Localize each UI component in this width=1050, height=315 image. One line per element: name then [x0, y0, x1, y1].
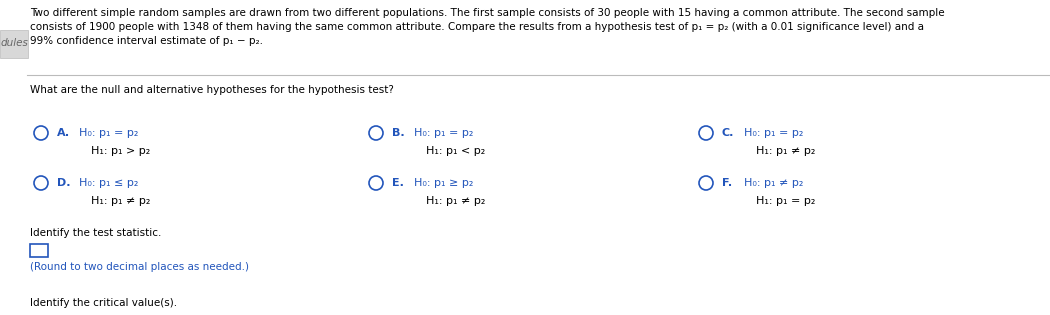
- Text: H₀: p₁ = p₂: H₀: p₁ = p₂: [79, 128, 139, 138]
- Text: H₀: p₁ ≤ p₂: H₀: p₁ ≤ p₂: [79, 178, 139, 188]
- Text: H₀: p₁ ≥ p₂: H₀: p₁ ≥ p₂: [414, 178, 474, 188]
- Text: H₀: p₁ ≠ p₂: H₀: p₁ ≠ p₂: [744, 178, 803, 188]
- Text: Two different simple random samples are drawn from two different populations. Th: Two different simple random samples are …: [30, 8, 945, 18]
- Text: H₁: p₁ ≠ p₂: H₁: p₁ ≠ p₂: [756, 146, 816, 156]
- Text: H₀: p₁ = p₂: H₀: p₁ = p₂: [414, 128, 474, 138]
- Text: What are the null and alternative hypotheses for the hypothesis test?: What are the null and alternative hypoth…: [30, 85, 394, 95]
- Text: H₁: p₁ < p₂: H₁: p₁ < p₂: [426, 146, 485, 156]
- Text: C.: C.: [722, 128, 734, 138]
- Text: (Round to two decimal places as needed.): (Round to two decimal places as needed.): [30, 262, 249, 272]
- Text: Identify the critical value(s).: Identify the critical value(s).: [30, 298, 177, 308]
- Text: consists of 1900 people with 1348 of them having the same common attribute. Comp: consists of 1900 people with 1348 of the…: [30, 22, 924, 32]
- Text: E.: E.: [392, 178, 404, 188]
- FancyBboxPatch shape: [0, 30, 28, 58]
- Text: H₁: p₁ > p₂: H₁: p₁ > p₂: [91, 146, 150, 156]
- Text: H₀: p₁ = p₂: H₀: p₁ = p₂: [744, 128, 803, 138]
- Text: D.: D.: [57, 178, 70, 188]
- Text: 99% confidence interval estimate of p₁ − p₂.: 99% confidence interval estimate of p₁ −…: [30, 36, 262, 46]
- Text: F.: F.: [722, 178, 732, 188]
- Text: Identify the test statistic.: Identify the test statistic.: [30, 228, 162, 238]
- Text: A.: A.: [57, 128, 70, 138]
- Text: dules: dules: [0, 38, 28, 48]
- Text: H₁: p₁ ≠ p₂: H₁: p₁ ≠ p₂: [91, 196, 150, 206]
- Text: H₁: p₁ = p₂: H₁: p₁ = p₂: [756, 196, 816, 206]
- Text: H₁: p₁ ≠ p₂: H₁: p₁ ≠ p₂: [426, 196, 485, 206]
- Text: B.: B.: [392, 128, 404, 138]
